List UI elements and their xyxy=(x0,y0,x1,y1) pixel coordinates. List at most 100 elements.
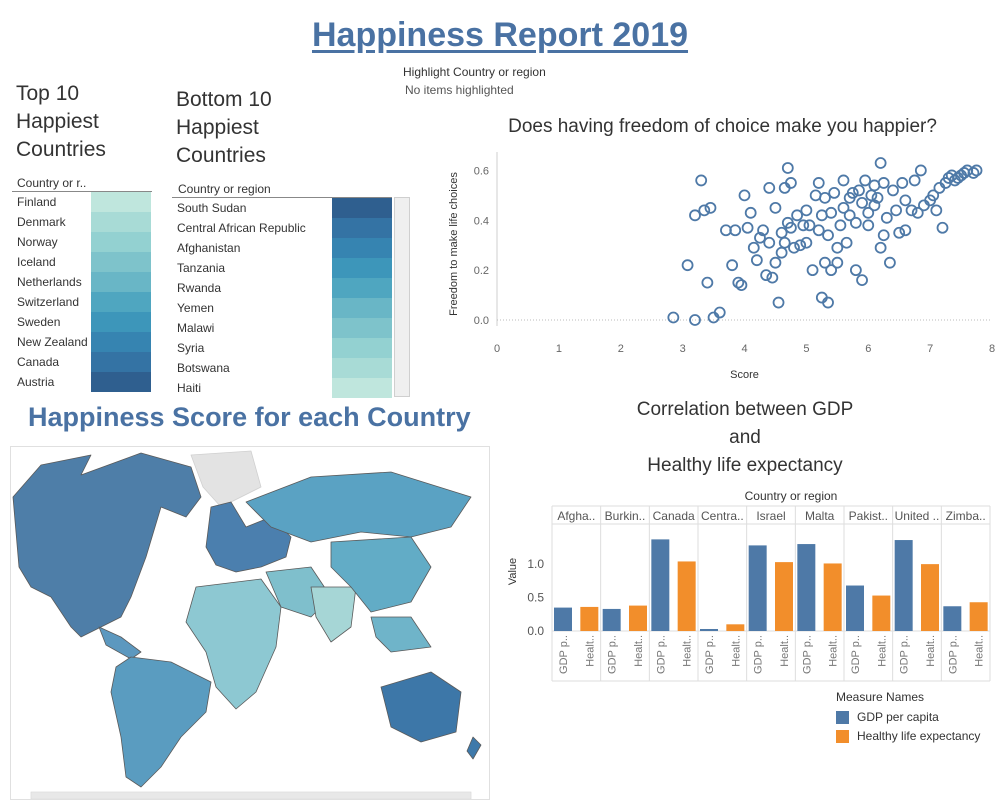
scatter-point xyxy=(831,256,844,269)
scatter-chart[interactable]: 0.0 0.2 0.4 0.6 0 1 2 3 4 5 6 7 8 Score Freedom to mak… xyxy=(440,148,1000,388)
table-row[interactable]: Rwanda xyxy=(172,278,394,298)
table-row[interactable]: Finland xyxy=(12,192,153,212)
scatter-point xyxy=(735,279,748,292)
scatter-point xyxy=(825,206,838,219)
scatter-point xyxy=(695,174,708,187)
bar-chart[interactable]: Country or region 0.0 0.5 1.0 Value Afgha.. GD… xyxy=(500,486,1000,686)
y-tick-label: 0.2 xyxy=(474,265,489,277)
map-region-south-asia xyxy=(310,586,357,643)
table-row[interactable]: Tanzania xyxy=(172,258,394,278)
country-label: Denmark xyxy=(17,215,66,229)
bar-title-line: Healthy life expectancy xyxy=(647,455,843,476)
table-row[interactable]: Iceland xyxy=(12,252,153,272)
scatter-point xyxy=(750,254,763,267)
table-row[interactable]: Austria xyxy=(12,372,153,392)
country-label: Haiti xyxy=(177,381,202,395)
scatter-point xyxy=(884,256,896,269)
x-tick-label: 8 xyxy=(989,343,995,355)
scatter-point xyxy=(911,206,924,219)
top10-column-header[interactable]: Country or r.. xyxy=(17,176,87,190)
bottom10-title: Bottom 10 Happiest Countries xyxy=(176,86,272,170)
table-row[interactable]: Central African Republic xyxy=(172,218,394,238)
table-row[interactable]: Netherlands xyxy=(12,272,153,292)
scatter-point xyxy=(772,296,785,309)
scatter-point xyxy=(825,264,838,277)
scatter-point xyxy=(967,167,980,179)
color-swatch xyxy=(91,292,151,312)
top10-table: Finland Denmark Norway Iceland Netherlands Sw… xyxy=(12,192,153,392)
scatter-point xyxy=(856,274,868,287)
scatter-point xyxy=(905,204,918,217)
scatter-point xyxy=(849,264,862,277)
bar xyxy=(726,624,745,631)
color-swatch xyxy=(332,318,392,338)
map-region-central-america xyxy=(98,626,142,660)
measure-label: GDP p.. xyxy=(850,635,862,674)
table-row[interactable]: Switzerland xyxy=(12,292,153,312)
scatter-point xyxy=(797,219,810,232)
scatter-point xyxy=(741,221,754,234)
scatter-point xyxy=(769,201,782,214)
scatter-point xyxy=(856,196,868,209)
measure-label: Healt.. xyxy=(682,635,694,667)
legend-item[interactable]: GDP per capita xyxy=(836,710,996,724)
bar-chart-title: Correlation between GDP and Healthy life… xyxy=(545,396,945,480)
color-swatch xyxy=(332,258,392,278)
scatter-point xyxy=(800,204,813,217)
table-row[interactable]: Afghanistan xyxy=(172,238,394,258)
world-map[interactable] xyxy=(10,446,490,800)
table-row[interactable]: New Zealand xyxy=(12,332,153,352)
scatter-point xyxy=(760,269,773,282)
country-label: Austria xyxy=(17,375,55,389)
table-row[interactable]: Norway xyxy=(12,232,153,252)
legend-item[interactable]: Healthy life expectancy xyxy=(836,729,996,743)
scatter-point xyxy=(738,189,751,202)
measure-label: Healt.. xyxy=(779,635,791,667)
color-swatch xyxy=(91,232,151,252)
color-swatch xyxy=(91,192,151,212)
scatter-point xyxy=(701,276,714,289)
measure-label: GDP p.. xyxy=(801,635,813,674)
highlight-input[interactable]: No items highlighted xyxy=(405,83,514,97)
bar xyxy=(775,562,793,631)
y-tick-label: 0.4 xyxy=(474,215,489,227)
country-label: Syria xyxy=(177,341,205,355)
scatter-point xyxy=(775,226,788,239)
scatter-point xyxy=(837,201,850,214)
bottom10-column-header[interactable]: Country or region xyxy=(178,182,271,196)
table-row[interactable]: Denmark xyxy=(12,212,153,232)
measure-label: GDP p.. xyxy=(899,635,911,674)
scatter-point xyxy=(726,259,739,272)
bottom10-title-line: Countries xyxy=(176,144,266,167)
map-region-australia xyxy=(380,671,462,743)
category-header: Burkin.. xyxy=(605,509,646,523)
scatter-point xyxy=(899,224,912,237)
scatter-point xyxy=(763,182,776,194)
bar xyxy=(823,563,842,631)
table-row[interactable]: Haiti xyxy=(172,378,394,398)
scatter-point xyxy=(837,174,850,187)
color-swatch xyxy=(332,218,392,238)
scatter-point xyxy=(791,209,803,222)
scatter-title: Does having freedom of choice make you h… xyxy=(508,116,937,137)
table-row[interactable]: Sweden xyxy=(12,312,153,332)
table-row[interactable]: Yemen xyxy=(172,298,394,318)
table-row[interactable]: Syria xyxy=(172,338,394,358)
bottom10-scrollbar[interactable] xyxy=(394,197,410,397)
scatter-point xyxy=(868,199,881,212)
scatter-point xyxy=(877,177,890,189)
table-row[interactable]: South Sudan xyxy=(172,198,394,218)
category-header: Afgha.. xyxy=(557,509,595,523)
scatter-point xyxy=(853,184,865,197)
table-row[interactable]: Botswana xyxy=(172,358,394,378)
scatter-point xyxy=(794,239,807,252)
table-row[interactable]: Canada xyxy=(12,352,153,372)
scatter-point xyxy=(896,177,909,189)
country-label: Norway xyxy=(17,235,58,249)
x-tick-label: 1 xyxy=(556,343,562,355)
bar xyxy=(846,585,864,631)
legend-swatch xyxy=(836,729,849,743)
bar xyxy=(872,595,891,631)
table-row[interactable]: Malawi xyxy=(172,318,394,338)
y-tick-label: 0.5 xyxy=(527,591,544,605)
